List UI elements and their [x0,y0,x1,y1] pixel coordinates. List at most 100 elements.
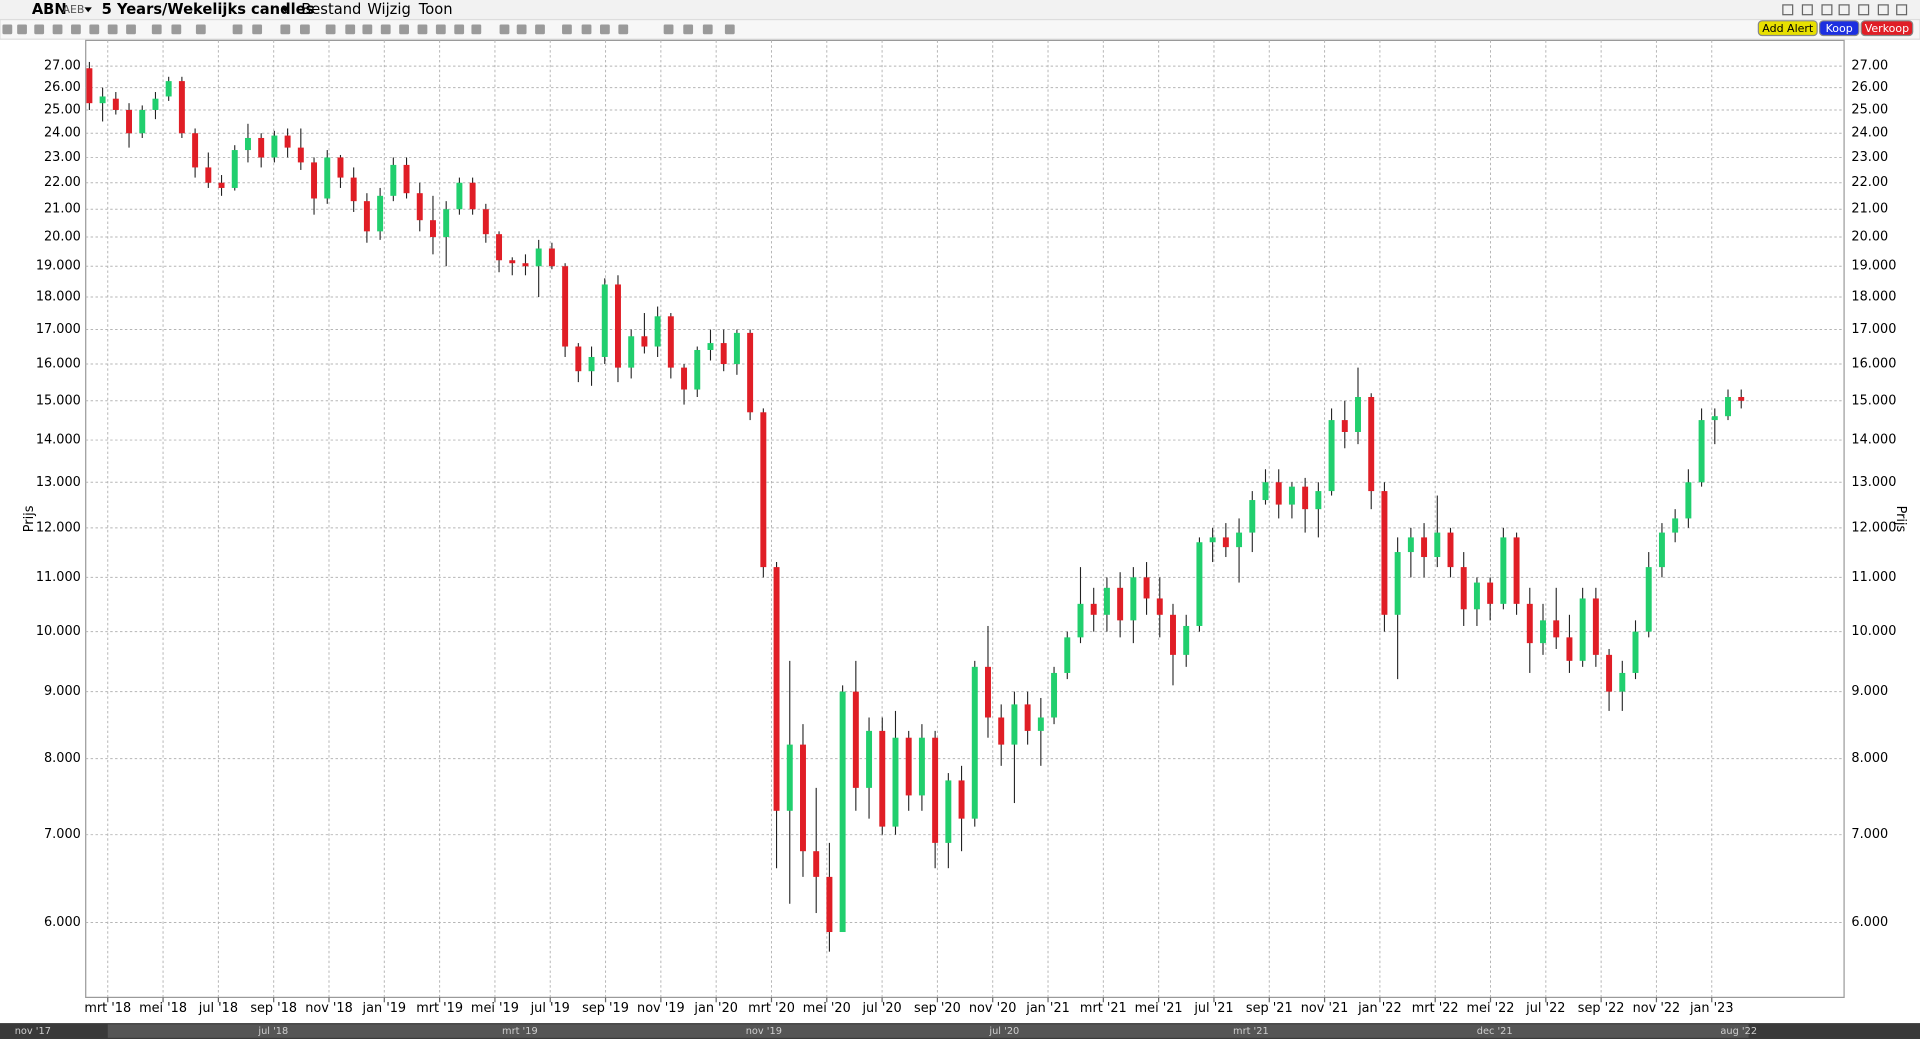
dropdown-arrow[interactable] [281,7,289,13]
candle-body [1183,625,1190,655]
menu-item[interactable]: Bestand [301,1,361,18]
candle-body [1051,672,1058,718]
candle-body [165,81,172,97]
tool-icon[interactable] [362,24,373,35]
tool-icon[interactable] [683,24,694,35]
tool-icon[interactable] [702,24,713,35]
tool-icon[interactable] [195,24,206,35]
x-tick-label: mrt '22 [1412,1001,1459,1016]
window-icon[interactable] [1801,4,1813,16]
candle-body [496,234,503,261]
tool-icon[interactable] [34,24,45,35]
navigator-window[interactable] [107,1024,1749,1038]
y-tick-label: 14.000 [36,433,81,448]
candle-body [1103,587,1110,615]
candle-body [469,182,476,210]
y-tick-label: 6.000 [1851,915,1888,930]
candle-body [456,182,463,210]
symbol[interactable]: ABN [32,1,67,18]
x-tick-label: nov '21 [1301,1001,1349,1016]
tool-icon[interactable] [126,24,136,35]
window-icon[interactable] [1838,4,1850,16]
tool-icon[interactable] [399,24,409,35]
window-icon[interactable] [1896,4,1908,16]
candle-body [271,135,278,158]
candle-body [416,193,423,221]
tool-icon[interactable] [300,24,310,35]
tool-icon[interactable] [535,24,545,35]
tool-icon[interactable] [724,24,735,35]
menu-item[interactable]: Wijzig [367,1,410,18]
button-label[interactable]: Koop [1826,22,1853,35]
candle-body [1288,486,1295,505]
tool-icon[interactable] [52,24,63,35]
candle-body [1606,654,1613,692]
candle-body [747,332,754,413]
dropdown-arrow[interactable] [84,7,92,13]
tool-icon[interactable] [471,24,482,35]
tool-icon[interactable] [562,24,572,35]
y-tick-label: 27.00 [44,59,81,74]
tool-icon[interactable] [618,24,629,35]
tool-icon[interactable] [151,24,162,35]
tool-icon[interactable] [499,24,510,35]
tool-icon[interactable] [2,24,13,35]
tool-icon[interactable] [600,24,610,35]
tool-icon[interactable] [516,24,527,35]
candle-body [1262,482,1269,501]
window-icon[interactable] [1821,4,1833,16]
candle-body [1434,532,1441,558]
tool-icon[interactable] [454,24,465,35]
tool-icon[interactable] [17,24,27,35]
candle-body [1738,397,1745,401]
candle-body [866,730,873,788]
x-tick-label: sep '18 [250,1001,297,1016]
tool-icon[interactable] [107,24,118,35]
y-axis-title: Prijs [22,505,37,532]
button-label[interactable]: Add Alert [1762,22,1814,35]
tool-icon[interactable] [663,24,674,35]
tool-icon[interactable] [232,24,243,35]
button-label[interactable]: Verkoop [1865,22,1909,35]
y-tick-label: 21.00 [44,202,81,217]
x-tick-label: mei '21 [1135,1001,1183,1016]
tool-icon[interactable] [435,24,446,35]
x-tick-label: nov '19 [637,1001,685,1016]
candle-body [852,691,859,788]
candle-body [1315,491,1322,510]
window-icon[interactable] [1782,4,1794,16]
candle-body [1460,567,1467,610]
candle-body [1619,672,1626,692]
tool-icon[interactable] [280,24,291,35]
sell-button[interactable] [1860,20,1914,37]
buy-button[interactable] [1818,20,1860,37]
tool-icon[interactable] [581,24,592,35]
candle-body [297,147,304,163]
period-selector[interactable]: 5 Years/Wekelijks candles [102,1,315,18]
tool-icon[interactable] [252,24,263,35]
exchange: AEB [62,3,84,16]
candle-body [1513,537,1520,604]
candle-body [1024,704,1031,731]
y-tick-label: 10.000 [1851,624,1896,639]
tool-icon[interactable] [71,24,81,35]
candle-body [998,717,1005,745]
candle-body [1341,420,1348,432]
toolbar-icons [2,4,1908,35]
y-tick-label: 18.000 [36,289,81,304]
candle-body [1037,717,1044,731]
tool-icon[interactable] [171,24,182,35]
navigator-label: jul '20 [988,1026,1019,1037]
menu-item[interactable]: Toon [418,1,453,18]
tool-icon[interactable] [345,24,356,35]
window-icon[interactable] [1858,4,1870,16]
x-tick-label: mei '19 [471,1001,519,1016]
tool-icon[interactable] [380,24,391,35]
candle-body [1355,397,1361,432]
add-alert-button[interactable] [1757,20,1818,37]
tool-icon[interactable] [89,24,100,35]
candle-body [905,737,912,796]
tool-icon[interactable] [417,24,428,35]
tool-icon[interactable] [325,24,336,35]
window-icon[interactable] [1877,4,1889,16]
